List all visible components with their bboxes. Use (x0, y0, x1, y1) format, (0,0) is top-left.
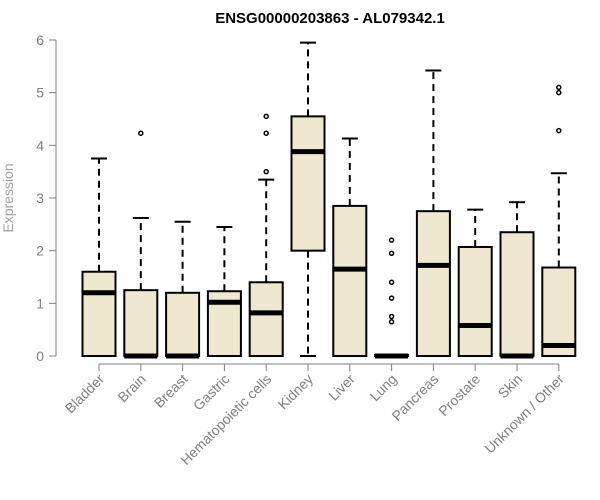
box-4 (248, 113, 284, 357)
box-3 (206, 225, 242, 357)
x-tick-label-1: Brain (114, 371, 148, 405)
outlier-7-0 (388, 319, 395, 325)
outlier-7-4 (388, 250, 395, 257)
y-tick-label-1: 1 (36, 295, 44, 311)
outlier-4-1 (263, 130, 269, 136)
x-tick-label-6: Liver (325, 371, 358, 404)
chart-title: ENSG00000203863 - AL079342.1 (215, 10, 445, 27)
box-0 (81, 157, 117, 358)
x-tick-label-11: Unknown / Other (481, 371, 567, 457)
box-body-11 (541, 266, 577, 357)
box-7 (374, 237, 410, 359)
box-11 (541, 84, 577, 357)
plot-area (81, 41, 577, 359)
y-tick-label-4: 4 (36, 137, 44, 153)
box-5 (290, 41, 326, 357)
outlier-7-2 (388, 295, 395, 301)
box-body-1 (123, 289, 159, 357)
y-tick-label-6: 6 (36, 32, 44, 48)
x-tick-label-9: Prostate (435, 371, 483, 419)
box-body-8 (415, 210, 451, 357)
box-body-0 (81, 270, 117, 358)
box-10 (499, 201, 535, 359)
box-8 (415, 69, 451, 357)
outlier-11-0 (556, 127, 562, 134)
box-body-5 (290, 115, 326, 252)
box-body-4 (248, 281, 284, 357)
y-tick-label-5: 5 (36, 85, 44, 101)
y-axis: 0 1 2 3 4 5 6 (36, 32, 57, 364)
x-tick-label-0: Bladder (62, 371, 108, 417)
outlier-11-2 (556, 84, 562, 91)
outlier-1-0 (138, 130, 144, 136)
box-1 (123, 130, 159, 359)
x-tick-label-10: Skin (495, 371, 526, 402)
box-6 (332, 137, 368, 357)
outlier-4-2 (263, 113, 269, 120)
y-tick-label-3: 3 (36, 190, 44, 206)
x-tick-label-7: Lung (366, 371, 399, 404)
outlier-7-5 (388, 237, 395, 243)
box-9 (457, 208, 493, 357)
y-tick-label-2: 2 (36, 243, 44, 259)
y-tick-label-0: 0 (36, 348, 44, 364)
x-tick-label-2: Breast (151, 371, 191, 411)
outlier-7-1 (388, 313, 395, 320)
outlier-4-0 (263, 168, 269, 175)
y-axis-label: Expression (0, 163, 16, 232)
box-body-2 (165, 291, 201, 357)
box-body-9 (457, 245, 493, 357)
x-tick-label-5: Kidney (275, 371, 317, 413)
outlier-11-1 (556, 89, 562, 96)
box-body-10 (499, 231, 535, 358)
box-2 (165, 220, 201, 359)
outlier-7-3 (388, 279, 395, 286)
box-body-6 (332, 204, 368, 357)
